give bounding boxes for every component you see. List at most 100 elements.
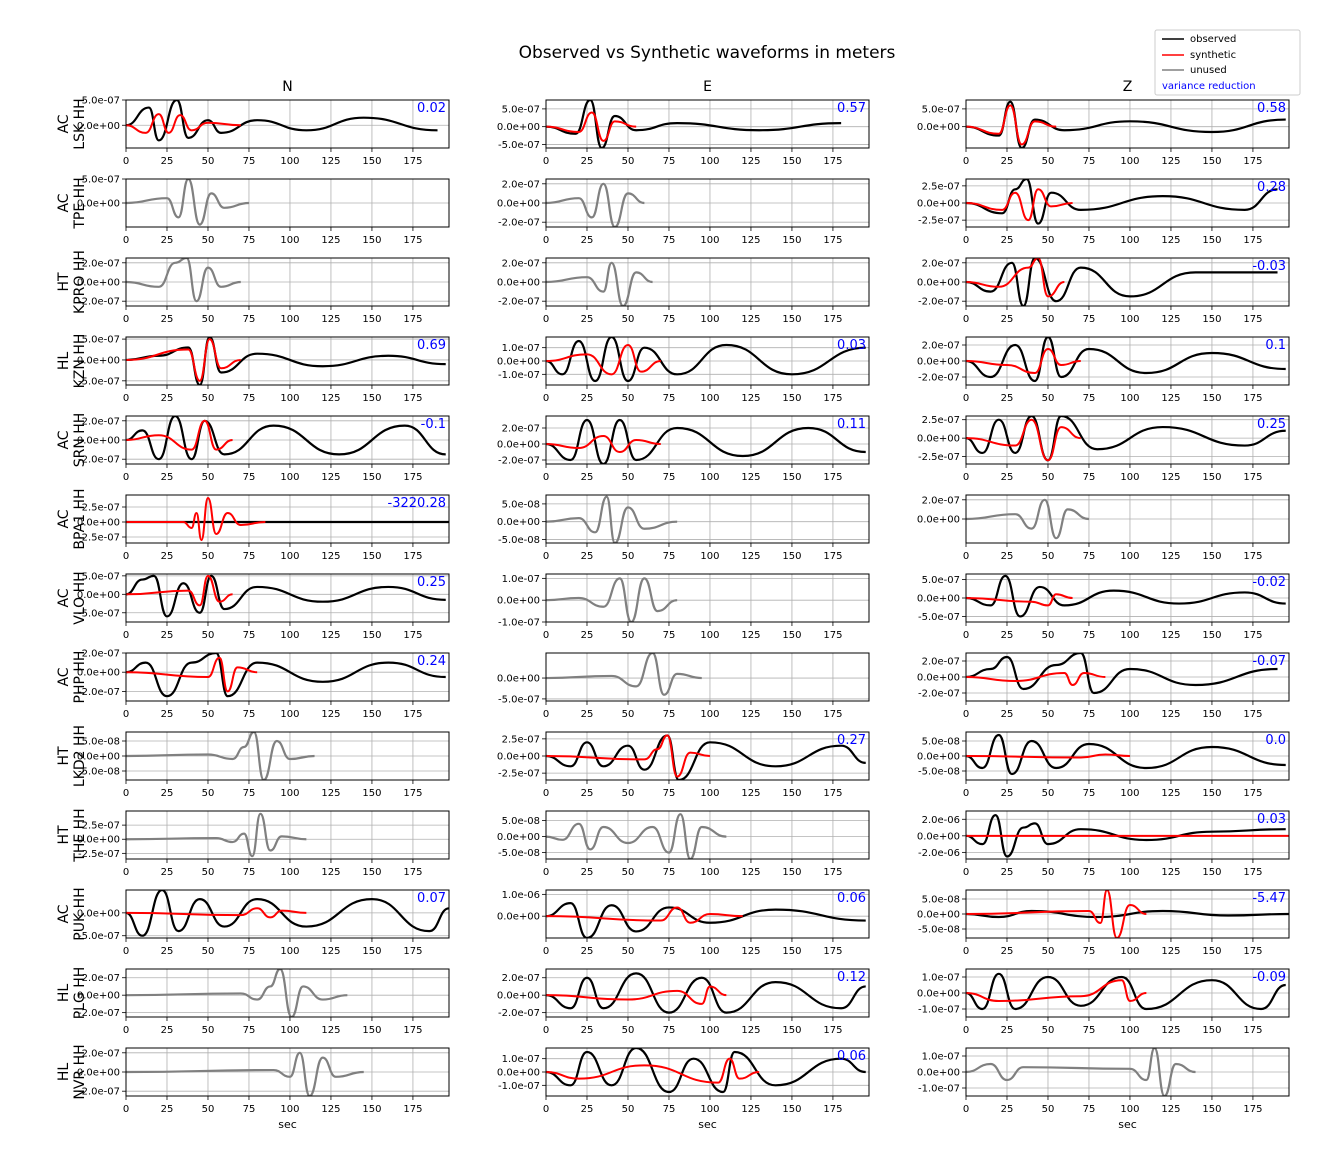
x-tick-label: 0 <box>963 788 969 799</box>
y-tick-label: 5.0e-07 <box>82 96 120 107</box>
x-tick-label: 175 <box>823 867 842 878</box>
y-tick-label: 0.0e+00 <box>77 668 120 679</box>
column-title-n: N <box>282 79 292 95</box>
legend-box <box>1154 29 1301 96</box>
x-tick-label: 100 <box>280 314 299 325</box>
station-row: HT LKD2 HH 0 25 50 75 100 125 150 175 5.0e-08 0.0e+… <box>56 725 1290 799</box>
x-tick-label: 125 <box>741 156 760 167</box>
x-axis-label: sec <box>1118 1118 1137 1131</box>
unused-trace <box>126 179 249 226</box>
x-tick-label: 150 <box>362 235 381 246</box>
x-tick-label: 150 <box>1202 472 1221 483</box>
y-tick-label: 2.0e-07 <box>82 649 120 660</box>
y-tick-label: 1.0e-06 <box>502 890 540 901</box>
x-axis-label: sec <box>278 1118 297 1131</box>
x-tick-label: 125 <box>1161 1025 1180 1036</box>
x-tick-label: 125 <box>321 630 340 641</box>
x-tick-label: 50 <box>202 709 215 720</box>
y-tick-label: -2.0e-07 <box>498 297 540 308</box>
panel-frame <box>125 494 450 544</box>
x-tick-label: 125 <box>1161 472 1180 483</box>
y-tick-label: 2.0e-07 <box>922 258 960 269</box>
x-tick-label: 175 <box>823 551 842 562</box>
x-tick-label: 0 <box>123 1025 129 1036</box>
x-tick-label: 125 <box>321 314 340 325</box>
x-tick-label: 150 <box>362 630 381 641</box>
x-tick-label: 175 <box>1243 946 1262 957</box>
x-tick-label: 50 <box>622 788 635 799</box>
x-tick-label: 175 <box>823 1104 842 1115</box>
x-tick-label: 0 <box>543 314 549 325</box>
station-name-label: NVR HH <box>72 1044 88 1099</box>
observed-trace <box>126 653 446 698</box>
observed-trace <box>966 653 1278 695</box>
y-tick-label: 1.0e-07 <box>502 1054 540 1065</box>
x-tick-label: 150 <box>362 867 381 878</box>
x-tick-label: 0 <box>123 946 129 957</box>
y-tick-label: 0.0e+00 <box>77 590 120 601</box>
x-tick-label: 125 <box>321 393 340 404</box>
x-tick-label: 75 <box>663 867 676 878</box>
x-tick-label: 100 <box>700 314 719 325</box>
x-tick-label: 0 <box>123 472 129 483</box>
x-tick-label: 100 <box>1120 314 1139 325</box>
waveform-panel-z: 0 25 50 75 100 125 150 175 5.0e-07 0.0e+00 -5.0e-0… <box>917 573 1290 641</box>
variance-reduction-value: -0.09 <box>1252 970 1286 985</box>
x-tick-label: 75 <box>243 551 256 562</box>
synthetic-trace <box>966 258 1065 298</box>
observed-trace <box>546 418 866 464</box>
x-tick-label: 0 <box>543 1025 549 1036</box>
x-tick-label: 125 <box>1161 946 1180 957</box>
y-tick-label: -5.0e-07 <box>78 376 120 387</box>
legend-label-observed: observed <box>1190 34 1236 45</box>
x-tick-label: 125 <box>741 946 760 957</box>
x-tick-label: 100 <box>700 1025 719 1036</box>
x-tick-label: 100 <box>1120 1025 1139 1036</box>
waveform-panel-z: 0 25 50 75 100 125 150 175 2.5e-07 0.0e+00 -2.5e-0… <box>917 178 1290 246</box>
panel-frame <box>965 810 1290 860</box>
x-tick-label: 175 <box>1243 314 1262 325</box>
y-tick-label: 2.5e-07 <box>82 821 120 832</box>
variance-reduction-value: -5.47 <box>1252 891 1286 906</box>
x-tick-label: 50 <box>202 393 215 404</box>
y-tick-label: 2.5e-07 <box>922 415 960 426</box>
y-tick-label: 1.0e-07 <box>502 574 540 585</box>
panel-frame <box>545 573 870 623</box>
x-tick-label: 50 <box>1042 709 1055 720</box>
panel-frame <box>125 810 450 860</box>
x-tick-label: 0 <box>123 551 129 562</box>
y-tick-label: 0.0e+00 <box>917 594 960 605</box>
synthetic-trace <box>546 1057 760 1084</box>
x-tick-label: 75 <box>1083 314 1096 325</box>
station-network-label: AC <box>56 904 72 923</box>
waveform-panel-e: 0 25 50 75 100 125 150 175 1.0e-06 0.0e+00 0.06 <box>497 889 870 957</box>
x-tick-label: 75 <box>243 630 256 641</box>
y-tick-label: 0.0e+00 <box>917 831 960 842</box>
x-tick-label: 150 <box>782 472 801 483</box>
unused-trace <box>126 258 241 303</box>
y-tick-label: 0.0e+00 <box>497 199 540 210</box>
x-tick-label: 125 <box>321 1104 340 1115</box>
x-tick-label: 75 <box>243 709 256 720</box>
x-tick-label: 25 <box>161 709 174 720</box>
y-tick-label: 0.0e+00 <box>917 752 960 763</box>
waveform-panel-n: 0 25 50 75 100 125 150 175 5.0e-07 0.0e+00 <box>77 175 450 246</box>
y-tick-label: -2.5e-07 <box>78 533 120 544</box>
waveform-panel-z: 0 25 50 75 100 125 150 175 2.0e-07 0.0e+00 -2.0e-0… <box>917 336 1290 404</box>
x-tick-label: 100 <box>280 472 299 483</box>
y-tick-label: 2.0e-06 <box>922 815 960 826</box>
variance-reduction-value: 0.57 <box>837 101 866 116</box>
x-tick-label: 150 <box>362 709 381 720</box>
x-tick-label: 75 <box>243 235 256 246</box>
x-tick-label: 50 <box>622 1104 635 1115</box>
x-tick-label: 25 <box>161 946 174 957</box>
x-tick-label: 100 <box>280 235 299 246</box>
x-tick-label: 75 <box>663 472 676 483</box>
y-tick-label: 5.0e-07 <box>82 335 120 346</box>
waveform-panel-e: 0 25 50 75 100 125 150 175 2.0e-07 0.0e+00 -2.0e-0… <box>497 968 870 1036</box>
x-tick-label: 0 <box>963 867 969 878</box>
observed-trace <box>966 337 1286 383</box>
x-tick-label: 125 <box>1161 314 1180 325</box>
synthetic-trace <box>546 111 637 142</box>
y-tick-label: 0.0e+00 <box>497 517 540 528</box>
